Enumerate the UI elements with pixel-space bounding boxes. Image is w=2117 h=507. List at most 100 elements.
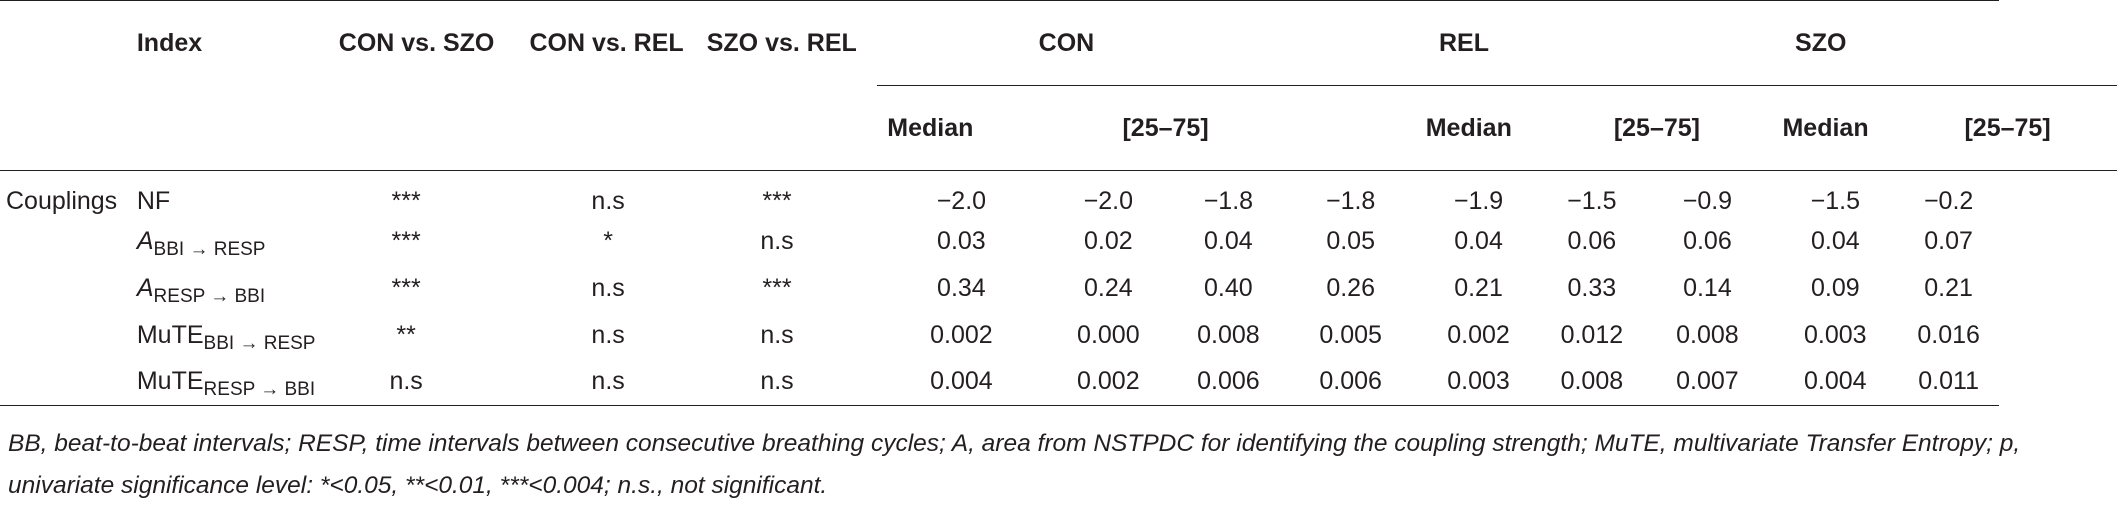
value-cell: 0.40 xyxy=(1204,273,1253,302)
significance-cell: n.s xyxy=(591,186,625,215)
table-row: MuTEBBI → RESP ** n.s n.s 0.002 0.000 0.008 0.0… xyxy=(0,312,2117,359)
value-cell: 0.04 xyxy=(1454,226,1503,255)
header-con-gap xyxy=(1285,85,1416,171)
index-main: A xyxy=(136,273,154,302)
value-cell: 0.04 xyxy=(1810,226,1860,255)
category-cell: Couplings xyxy=(6,186,118,215)
header-group-con: CON xyxy=(877,0,1286,86)
value-cell: 0.011 xyxy=(1898,358,2000,406)
value-cell: 0.24 xyxy=(1084,273,1133,302)
header-con-vs-szo: CON vs. SZO xyxy=(338,0,530,86)
table-row: ABBI → RESP *** * n.s 0.03 0.02 0.04 0.05 0.04 0.… xyxy=(0,218,2117,265)
category-cell xyxy=(0,312,137,359)
value-cell: 0.008 xyxy=(1197,320,1260,349)
value-cell: 0.003 xyxy=(1804,320,1867,349)
value-cell: 0.26 xyxy=(1326,273,1375,302)
value-cell: 0.002 xyxy=(1045,358,1172,406)
significance-cell: * xyxy=(603,226,613,255)
value-cell: 0.006 xyxy=(1285,358,1416,406)
index-cell: MuTERESP → BBI xyxy=(136,358,339,406)
value-cell: −2.0 xyxy=(1083,186,1134,215)
index-subscript: BBI → RESP xyxy=(203,332,316,354)
significance-cell: *** xyxy=(762,186,792,215)
value-cell: −1.8 xyxy=(1203,186,1254,215)
header-row-2: Median [25–75] Median [25–75] Median [25… xyxy=(0,85,2117,171)
significance-cell: *** xyxy=(762,273,792,302)
value-cell: −0.2 xyxy=(1923,186,1974,215)
value-cell: 0.21 xyxy=(1454,273,1503,302)
header-index: Index xyxy=(136,0,339,86)
value-cell: 0.016 xyxy=(1917,320,1980,349)
significance-cell: n.s xyxy=(760,320,794,349)
value-cell: 0.007 xyxy=(1642,358,1773,406)
table-row: MuTERESP → BBI n.s n.s n.s 0.004 0.002 0.006 0.… xyxy=(0,358,2117,406)
significance-cell: n.s xyxy=(591,273,625,302)
header-con-median: Median xyxy=(877,85,1046,171)
index-cell: ABBI → RESP xyxy=(137,218,339,265)
header-row-1: Index CON vs. SZO CON vs. REL SZO vs. RE… xyxy=(0,0,2117,86)
value-cell: 0.000 xyxy=(1077,320,1140,349)
index-subscript: BBI → RESP xyxy=(153,238,266,260)
value-cell: −1.8 xyxy=(1325,186,1376,215)
header-rel-median: Median xyxy=(1415,85,1542,171)
value-cell: −1.9 xyxy=(1453,186,1504,215)
value-cell: 0.06 xyxy=(1683,226,1732,255)
header-con-vs-rel: CON vs. REL xyxy=(529,0,707,86)
significance-cell: n.s xyxy=(338,358,530,406)
value-cell: 0.008 xyxy=(1676,320,1739,349)
significance-cell: n.s xyxy=(706,358,878,406)
significance-cell: ** xyxy=(396,320,416,349)
value-cell: 0.14 xyxy=(1683,273,1732,302)
header-group-szo: SZO xyxy=(1642,0,2000,86)
value-cell: 0.06 xyxy=(1567,226,1617,255)
value-cell: 0.04 xyxy=(1204,226,1253,255)
header-group-con-label: CON xyxy=(1038,28,1095,57)
value-cell: 0.003 xyxy=(1415,358,1542,406)
value-cell: 0.002 xyxy=(930,320,993,349)
significance-cell: n.s xyxy=(760,226,794,255)
value-cell: 0.34 xyxy=(937,273,986,302)
results-table: Index CON vs. SZO CON vs. REL SZO vs. RE… xyxy=(0,0,2117,406)
header-szo-iqr: [25–75] xyxy=(1898,85,2117,171)
index-cell: MuTEBBI → RESP xyxy=(137,312,339,359)
significance-cell: n.s xyxy=(529,358,707,406)
header-group-rel-label: REL xyxy=(1438,28,1489,57)
category-cell xyxy=(0,218,137,265)
header-group-rel: REL xyxy=(1285,0,1643,86)
index-main: MuTE xyxy=(136,367,204,396)
index-main: A xyxy=(136,226,154,255)
index-subscript: RESP → BBI xyxy=(203,379,316,401)
header-row-2-spacer xyxy=(0,85,878,171)
value-cell: 0.002 xyxy=(1447,320,1510,349)
significance-cell: *** xyxy=(391,186,421,215)
category-cell xyxy=(0,358,137,406)
value-cell: 0.03 xyxy=(937,226,986,255)
value-cell: 0.05 xyxy=(1326,226,1375,255)
significance-cell: n.s xyxy=(591,320,625,349)
results-table-container: Index CON vs. SZO CON vs. REL SZO vs. RE… xyxy=(0,0,2117,406)
value-cell: 0.07 xyxy=(1924,226,1973,255)
header-szo-vs-rel: SZO vs. REL xyxy=(706,0,878,86)
value-cell: 0.02 xyxy=(1084,226,1133,255)
significance-cell: *** xyxy=(391,273,421,302)
table-row: Couplings NF *** n.s *** −2.0 −2.0 −1.8 −1.8 −1.9… xyxy=(0,171,2117,218)
value-cell: 0.21 xyxy=(1924,273,1973,302)
value-cell: 0.004 xyxy=(877,358,1046,406)
table-row: ARESP → BBI *** n.s *** 0.34 0.24 0.40 0.26 0.21… xyxy=(0,265,2117,312)
value-cell: −0.9 xyxy=(1682,186,1733,215)
table-body: Couplings NF *** n.s *** −2.0 −2.0 −1.8 −1.8 −1.9… xyxy=(0,171,2117,406)
index-main: MuTE xyxy=(136,320,204,349)
table-footnote: BB, beat-to-beat intervals; RESP, time i… xyxy=(8,430,2021,499)
value-cell: 0.33 xyxy=(1567,273,1617,302)
value-cell: 0.09 xyxy=(1810,273,1860,302)
value-cell: 0.004 xyxy=(1772,358,1899,406)
category-cell xyxy=(0,265,137,312)
value-cell: −1.5 xyxy=(1567,186,1617,215)
value-cell: −2.0 xyxy=(936,186,987,215)
value-cell: 0.005 xyxy=(1319,320,1382,349)
value-cell: 0.012 xyxy=(1560,320,1624,349)
value-cell: −1.5 xyxy=(1810,186,1860,215)
value-cell: 0.006 xyxy=(1171,358,1286,406)
header-con-iqr: [25–75] xyxy=(1045,85,1286,171)
significance-cell: *** xyxy=(391,226,421,255)
